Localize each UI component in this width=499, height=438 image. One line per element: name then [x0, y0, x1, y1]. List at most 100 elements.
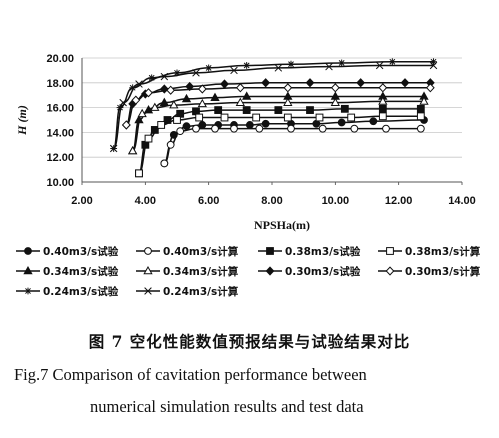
data-point-marker [230, 124, 238, 133]
legend: 0.40m3/s试验 0.40m3/s计算 0.38m3/s试验 0.38m3/s计算… [16, 245, 481, 298]
data-point-marker [143, 265, 153, 275]
data-point-marker [378, 96, 388, 105]
x-tick-label: 12.00 [385, 195, 413, 207]
legend-label: 0.24m3/s试验 [43, 285, 119, 298]
x-tick-label: 8.00 [261, 195, 282, 207]
data-point-marker [287, 60, 295, 68]
data-point-marker [350, 124, 359, 133]
y-tick-label: 10.00 [46, 177, 74, 189]
data-point-marker [220, 113, 229, 122]
data-point-marker [287, 124, 295, 133]
data-point-marker [265, 266, 275, 276]
series-1 [160, 116, 428, 168]
data-point-marker [378, 112, 387, 121]
data-point-marker [330, 83, 340, 93]
data-point-marker [160, 159, 169, 168]
data-point-marker [340, 104, 349, 113]
data-point-marker [211, 124, 219, 133]
data-point-marker [283, 113, 292, 122]
legend-item: 0.24m3/s计算 [136, 285, 239, 298]
data-point-marker [135, 80, 143, 88]
x-axis-label: NPSHa(m) [254, 218, 310, 232]
legend-label: 0.30m3/s计算 [405, 265, 481, 278]
data-point-marker [160, 72, 169, 81]
series-line [163, 127, 421, 165]
data-point-marker [416, 104, 425, 113]
data-point-marker [198, 121, 207, 129]
data-point-marker [220, 79, 229, 89]
data-point-marker [388, 58, 396, 66]
legend-label: 0.40m3/s计算 [163, 245, 239, 258]
series-6 [128, 96, 429, 155]
series-line [138, 108, 421, 175]
y-axis-label: H (m) [15, 105, 29, 136]
legend-item: 0.38m3/s试验 [258, 245, 361, 258]
data-point-marker [150, 102, 160, 111]
legend-label: 0.34m3/s试验 [43, 265, 119, 278]
data-point-marker [425, 83, 435, 93]
data-point-marker [182, 122, 191, 131]
data-point-marker [306, 106, 314, 114]
data-point-marker [242, 106, 251, 114]
data-point-marker [173, 116, 181, 124]
data-point-marker [166, 85, 176, 95]
series-line [131, 100, 424, 152]
x-tick-label: 6.00 [198, 195, 219, 207]
data-point-marker [230, 66, 238, 75]
legend-item: 0.38m3/s计算 [378, 245, 481, 258]
data-point-marker [214, 106, 223, 114]
legend-label: 0.24m3/s计算 [163, 285, 239, 298]
data-point-marker [283, 83, 293, 93]
data-point-marker [325, 62, 333, 71]
data-point-marker [416, 112, 425, 121]
legend-label: 0.40m3/s试验 [43, 245, 119, 258]
data-point-marker [205, 64, 213, 72]
series-10 [109, 61, 438, 153]
data-point-marker [169, 100, 179, 109]
data-point-marker [210, 92, 220, 101]
x-tick-label: 14.00 [448, 195, 476, 207]
legend-item: 0.30m3/s计算 [378, 265, 481, 278]
data-point-marker [128, 145, 138, 155]
data-series [109, 58, 438, 178]
data-point-marker [245, 121, 254, 129]
data-point-marker [242, 91, 252, 100]
series-line [138, 115, 421, 175]
x-tick-label: 10.00 [322, 195, 350, 207]
data-point-marker [129, 84, 137, 92]
data-point-marker [181, 93, 192, 103]
data-point-marker [24, 247, 32, 255]
legend-label: 0.34m3/s计算 [163, 265, 239, 278]
y-tick-label: 12.00 [46, 152, 74, 164]
data-point-marker [386, 247, 394, 255]
data-point-marker [157, 121, 166, 129]
data-point-marker [347, 113, 356, 122]
series-line [125, 87, 431, 126]
tick-labels: 10.00 12.00 14.00 16.00 18.00 20.00 2.00 4.00 6.… [46, 53, 475, 207]
series-4 [135, 112, 425, 178]
data-point-marker [166, 140, 175, 149]
data-point-marker [144, 134, 153, 143]
data-point-marker [369, 117, 378, 126]
data-point-marker [131, 95, 141, 105]
series-8 [121, 83, 435, 130]
data-point-marker [119, 98, 127, 107]
figure-caption-chinese: 图 7 空化性能数值预报结果与试验结果对比 [88, 332, 411, 351]
series-9 [110, 58, 437, 152]
data-point-marker [137, 108, 147, 118]
data-point-marker [144, 247, 152, 255]
data-point-marker [416, 124, 425, 133]
data-point-marker [430, 58, 437, 66]
data-point-marker [385, 266, 395, 276]
x-tick-label: 4.00 [135, 195, 156, 207]
data-point-marker [23, 265, 33, 275]
data-point-marker [235, 97, 245, 106]
data-point-marker [235, 83, 245, 93]
legend-item: 0.34m3/s试验 [16, 265, 119, 278]
y-tick-label: 16.00 [46, 103, 74, 115]
data-point-marker [337, 118, 346, 127]
data-point-marker [197, 84, 207, 94]
legend-item: 0.40m3/s试验 [16, 245, 119, 258]
data-point-marker [274, 106, 283, 114]
